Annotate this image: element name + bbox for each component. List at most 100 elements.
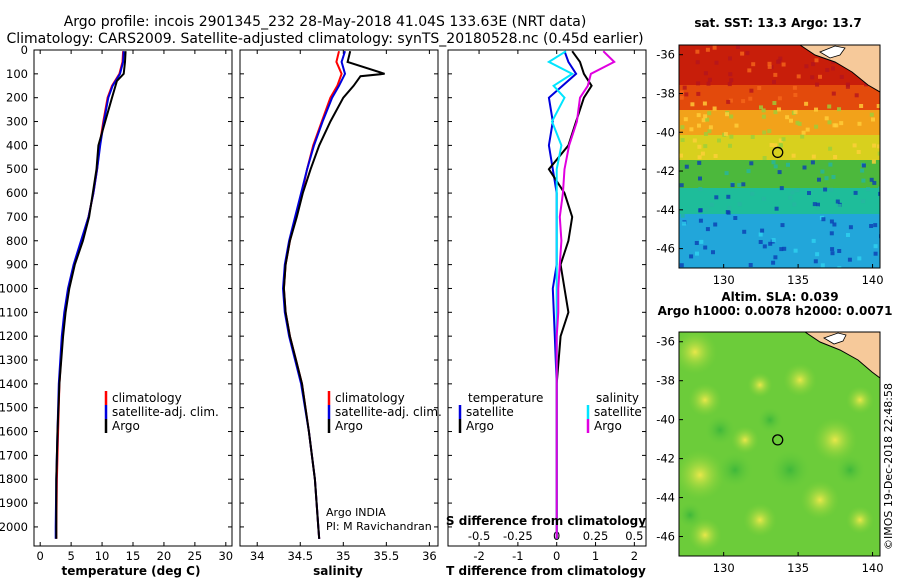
sst-pixel bbox=[796, 74, 801, 79]
sla-map-ticks: 130 135 140 -36 -38 -40 -42 -44 -46 bbox=[656, 335, 883, 575]
sst-pixel bbox=[698, 187, 703, 191]
sst-pixel bbox=[728, 56, 732, 61]
x-tick-label: 1 bbox=[592, 549, 599, 563]
sst-pixel bbox=[728, 72, 733, 77]
depth-tick-label: 200 bbox=[6, 91, 28, 105]
sst-pixel bbox=[707, 129, 712, 134]
sst-pixel bbox=[778, 138, 783, 143]
legend-argo: Argo bbox=[112, 419, 140, 433]
salinity-legend: climatology satellite-adj. clim. Argo bbox=[327, 391, 442, 433]
map-y-tick-label: -40 bbox=[656, 125, 675, 139]
depth-tick-label: 1300 bbox=[0, 353, 28, 367]
sst-pixel bbox=[761, 114, 766, 119]
sst-pixel bbox=[847, 257, 852, 262]
sst-pixel bbox=[792, 202, 797, 207]
map-y-tick-label: -46 bbox=[656, 530, 675, 544]
sst-pixel bbox=[872, 143, 877, 148]
sst-pixel bbox=[680, 138, 685, 142]
map-x-tick-label: 130 bbox=[713, 561, 735, 575]
sst-pixel bbox=[832, 123, 837, 128]
sst-pixel bbox=[703, 144, 708, 149]
sst-pixel bbox=[762, 244, 767, 249]
sst-pixel bbox=[861, 199, 866, 204]
sst-pixel bbox=[878, 186, 880, 191]
sst-pixel bbox=[699, 239, 704, 244]
sst-pixel bbox=[825, 68, 830, 72]
x-tick-label: 0 bbox=[553, 549, 560, 563]
sst-pixel bbox=[852, 143, 857, 148]
x-tick-label: 30 bbox=[218, 549, 233, 563]
sst-pixel bbox=[773, 72, 778, 77]
title-line-2: Climatology: CARS2009. Satellite-adjuste… bbox=[6, 31, 643, 47]
sst-pixel bbox=[690, 102, 695, 107]
sla-land bbox=[804, 332, 880, 379]
x-tick-label: -1 bbox=[512, 549, 523, 563]
sst-pixel bbox=[772, 101, 777, 105]
x-tick-label: 2 bbox=[631, 549, 638, 563]
difference-plot-frame bbox=[447, 49, 647, 547]
sst-pixel bbox=[824, 116, 829, 121]
sst-pixel bbox=[811, 238, 816, 243]
sst-pixel bbox=[871, 159, 876, 164]
sst-pixel bbox=[705, 227, 710, 232]
sst-pixel bbox=[697, 155, 702, 160]
sst-pixel bbox=[726, 194, 731, 199]
sst-pixel bbox=[707, 111, 712, 116]
sst-pixel bbox=[696, 113, 701, 118]
sst-pixel bbox=[758, 240, 763, 244]
sst-pixel bbox=[839, 74, 844, 79]
depth-tick-label: 1500 bbox=[0, 401, 28, 415]
sst-pixel bbox=[786, 162, 790, 167]
sst-pixel bbox=[701, 118, 706, 123]
sst-pixel bbox=[695, 251, 699, 256]
sst-pixel bbox=[680, 213, 685, 218]
depth-tick-label: 100 bbox=[6, 67, 28, 81]
difference-profile-lines bbox=[546, 50, 616, 539]
sst-pixel bbox=[820, 263, 825, 268]
sst-pixel bbox=[813, 259, 818, 264]
depth-tick-label: 400 bbox=[6, 138, 28, 152]
sst-pixel bbox=[812, 202, 817, 207]
sla-blob bbox=[679, 501, 704, 529]
sst-pixel bbox=[747, 68, 752, 73]
sst-pixel bbox=[831, 175, 836, 179]
sst-pixel bbox=[706, 81, 711, 86]
sst-pixel bbox=[815, 252, 820, 257]
sst-pixel bbox=[768, 241, 773, 246]
x-tick-label: 20 bbox=[157, 549, 172, 563]
sst-pixel bbox=[878, 191, 880, 196]
sst-map: sat. SST: 13.3 Argo: 13.7 130 135 140 -36 -3… bbox=[656, 16, 883, 287]
sst-pixel bbox=[727, 206, 732, 211]
sst-pixel bbox=[857, 256, 862, 261]
sst-pixel bbox=[707, 77, 712, 82]
sla-blob bbox=[833, 453, 867, 487]
legend-climatology: climatology bbox=[112, 391, 182, 405]
sst-pixel bbox=[680, 125, 685, 130]
sst-map-ticks: 130 135 140 -36 -38 -40 -42 -44 -46 bbox=[656, 48, 883, 287]
sst-pixel bbox=[781, 137, 786, 142]
legend-t-argo: Argo bbox=[466, 419, 494, 433]
sst-pixel bbox=[728, 98, 733, 103]
sst-pixel bbox=[769, 143, 774, 147]
sst-pixel bbox=[712, 45, 717, 50]
sst-pixel bbox=[837, 266, 842, 268]
sst-pixel bbox=[790, 190, 795, 195]
sst-band-6 bbox=[679, 188, 880, 216]
sst-pixel bbox=[703, 114, 708, 119]
sst-pixel bbox=[871, 117, 875, 122]
sst-pixel bbox=[854, 93, 859, 98]
sst-pixel bbox=[793, 110, 798, 115]
sla-blob bbox=[812, 417, 858, 463]
map-y-tick-label: -44 bbox=[656, 491, 675, 505]
map-x-tick-label: 135 bbox=[787, 273, 809, 287]
difference-legend: temperature satellite Argo salinity sate… bbox=[458, 391, 642, 433]
sst-pixel bbox=[837, 249, 842, 253]
sst-pixel bbox=[734, 123, 739, 128]
sst-pixel bbox=[767, 64, 772, 69]
depth-tick-label: 300 bbox=[6, 115, 28, 129]
map-y-tick-label: -42 bbox=[656, 452, 675, 466]
map-y-tick-label: -36 bbox=[656, 48, 675, 62]
sst-band-5 bbox=[679, 160, 880, 190]
sla-blob bbox=[747, 372, 773, 398]
sst-pixel bbox=[682, 85, 687, 90]
